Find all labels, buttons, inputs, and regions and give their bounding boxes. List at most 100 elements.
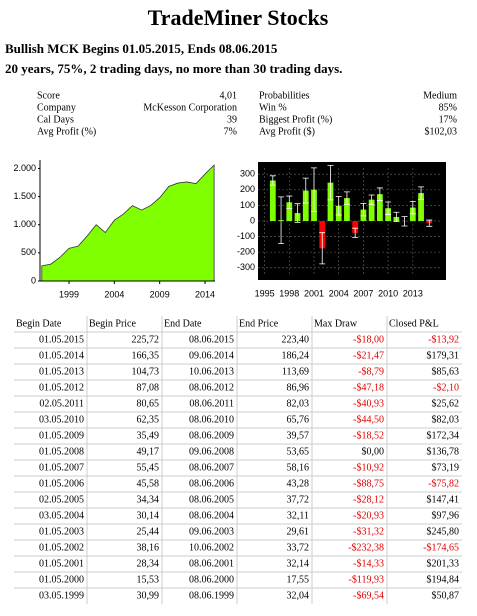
cell: 166,35 — [132, 350, 160, 361]
stat-label: Probabilities — [259, 90, 310, 101]
x-tick-label: 2009 — [150, 289, 170, 299]
error-bar — [278, 196, 285, 245]
cell: 32,04 — [287, 590, 310, 601]
cell: 03.05.2010 — [39, 414, 84, 425]
cell: -$10,92 — [353, 462, 384, 473]
cell: 45,58 — [137, 478, 160, 489]
cell: -$14,33 — [353, 558, 384, 569]
cell: 80,65 — [137, 398, 160, 409]
cell: 08.06.2012 — [189, 382, 234, 393]
cell: 01.05.2001 — [39, 558, 84, 569]
y-tick-label: -200 — [237, 247, 255, 257]
bar — [286, 202, 293, 221]
bar — [418, 193, 424, 221]
cell: -$47,18 — [353, 382, 384, 393]
table-header-bg — [14, 316, 462, 332]
cell: 53,65 — [287, 446, 310, 457]
bar — [344, 198, 350, 221]
stat-label: Score — [37, 90, 60, 101]
y-tick-label: 0 — [250, 215, 255, 225]
cell: 01.05.2013 — [39, 366, 84, 377]
cell: 39,57 — [287, 430, 310, 441]
cell: 25,44 — [137, 526, 160, 537]
bar — [409, 207, 416, 221]
cell: -$40,93 — [353, 398, 384, 409]
stat-value: 39 — [227, 114, 237, 125]
cell: 03.05.1999 — [39, 590, 84, 601]
cell: 223,40 — [282, 334, 310, 345]
cell: 01.05.2012 — [39, 382, 84, 393]
stat-value: $102,03 — [425, 126, 458, 137]
error-bar — [319, 232, 326, 265]
cell: 55,45 — [137, 462, 160, 473]
cell: 09.06.2014 — [189, 350, 234, 361]
stat-label: Company — [37, 102, 76, 113]
cell: $97,96 — [432, 510, 460, 521]
y-tick-label: -300 — [237, 262, 255, 272]
cell: $73,19 — [432, 462, 460, 473]
cell: 10.06.2002 — [189, 542, 234, 553]
y-tick-label: 1.000 — [13, 219, 36, 229]
cell: 62,35 — [137, 414, 160, 425]
cell: 08.06.2005 — [189, 494, 234, 505]
error-bar — [385, 201, 392, 215]
cell: 49,17 — [137, 446, 160, 457]
cell: 02.05.2005 — [39, 494, 84, 505]
error-bar — [327, 165, 334, 201]
y-tick-label: 0 — [31, 275, 36, 285]
cell: 08.06.2001 — [189, 558, 234, 569]
stat-value: 17% — [439, 114, 457, 125]
cell: 01.05.2003 — [39, 526, 84, 537]
error-bar — [269, 175, 276, 186]
stat-value: 4,01 — [220, 90, 238, 101]
cell: 37,72 — [287, 494, 310, 505]
cell: -$232,38 — [348, 542, 384, 553]
stat-label: Win % — [259, 102, 287, 113]
bar — [368, 199, 375, 221]
x-tick-label: 2010 — [378, 288, 398, 298]
cell: $136,78 — [427, 446, 460, 457]
stat-label: Biggest Profit (%) — [259, 114, 332, 125]
error-bar — [393, 211, 400, 223]
error-bar — [286, 195, 293, 209]
cell: $50,87 — [432, 590, 460, 601]
cell: 08.06.2006 — [189, 478, 234, 489]
x-tick-label: 1995 — [255, 288, 275, 298]
y-tick-label: 1.500 — [13, 191, 36, 201]
cell: $147,41 — [427, 494, 460, 505]
cell: 29,61 — [287, 526, 310, 537]
cell: 08.06.2000 — [189, 574, 234, 585]
cell: 32,11 — [287, 510, 309, 521]
error-bar — [294, 203, 301, 223]
error-bar — [311, 167, 317, 212]
cell: 30,14 — [137, 510, 160, 521]
x-tick-label: 2013 — [403, 288, 423, 298]
error-bar — [352, 227, 359, 238]
error-bar — [302, 177, 309, 204]
title: TradeMiner Stocks — [148, 5, 329, 30]
cell: 10.06.2013 — [189, 366, 234, 377]
cell: 30,99 — [137, 590, 160, 601]
cell: 15,53 — [137, 574, 160, 585]
bar — [327, 182, 334, 221]
cell: 08.06.1999 — [189, 590, 234, 601]
bar — [377, 194, 383, 221]
cell: 01.05.2007 — [39, 462, 84, 473]
cell: -$44,50 — [353, 414, 384, 425]
column-header: Closed P&L — [389, 318, 439, 329]
cell: 09.06.2008 — [189, 446, 234, 457]
error-bar — [426, 219, 433, 227]
y-tick-label: -100 — [237, 231, 255, 241]
y-tick-label: 2.000 — [13, 163, 36, 173]
error-bar — [409, 200, 416, 215]
y-tick-label: 200 — [240, 184, 255, 194]
cell: -$119,93 — [349, 574, 384, 585]
cell: $0,00 — [362, 446, 385, 457]
column-header: Max Draw — [314, 318, 358, 329]
cell: 34,34 — [137, 494, 160, 505]
cell: 33,72 — [287, 542, 310, 553]
cell: -$28,12 — [353, 494, 384, 505]
stat-value: 85% — [439, 102, 457, 113]
cell: -$2,10 — [433, 382, 459, 393]
